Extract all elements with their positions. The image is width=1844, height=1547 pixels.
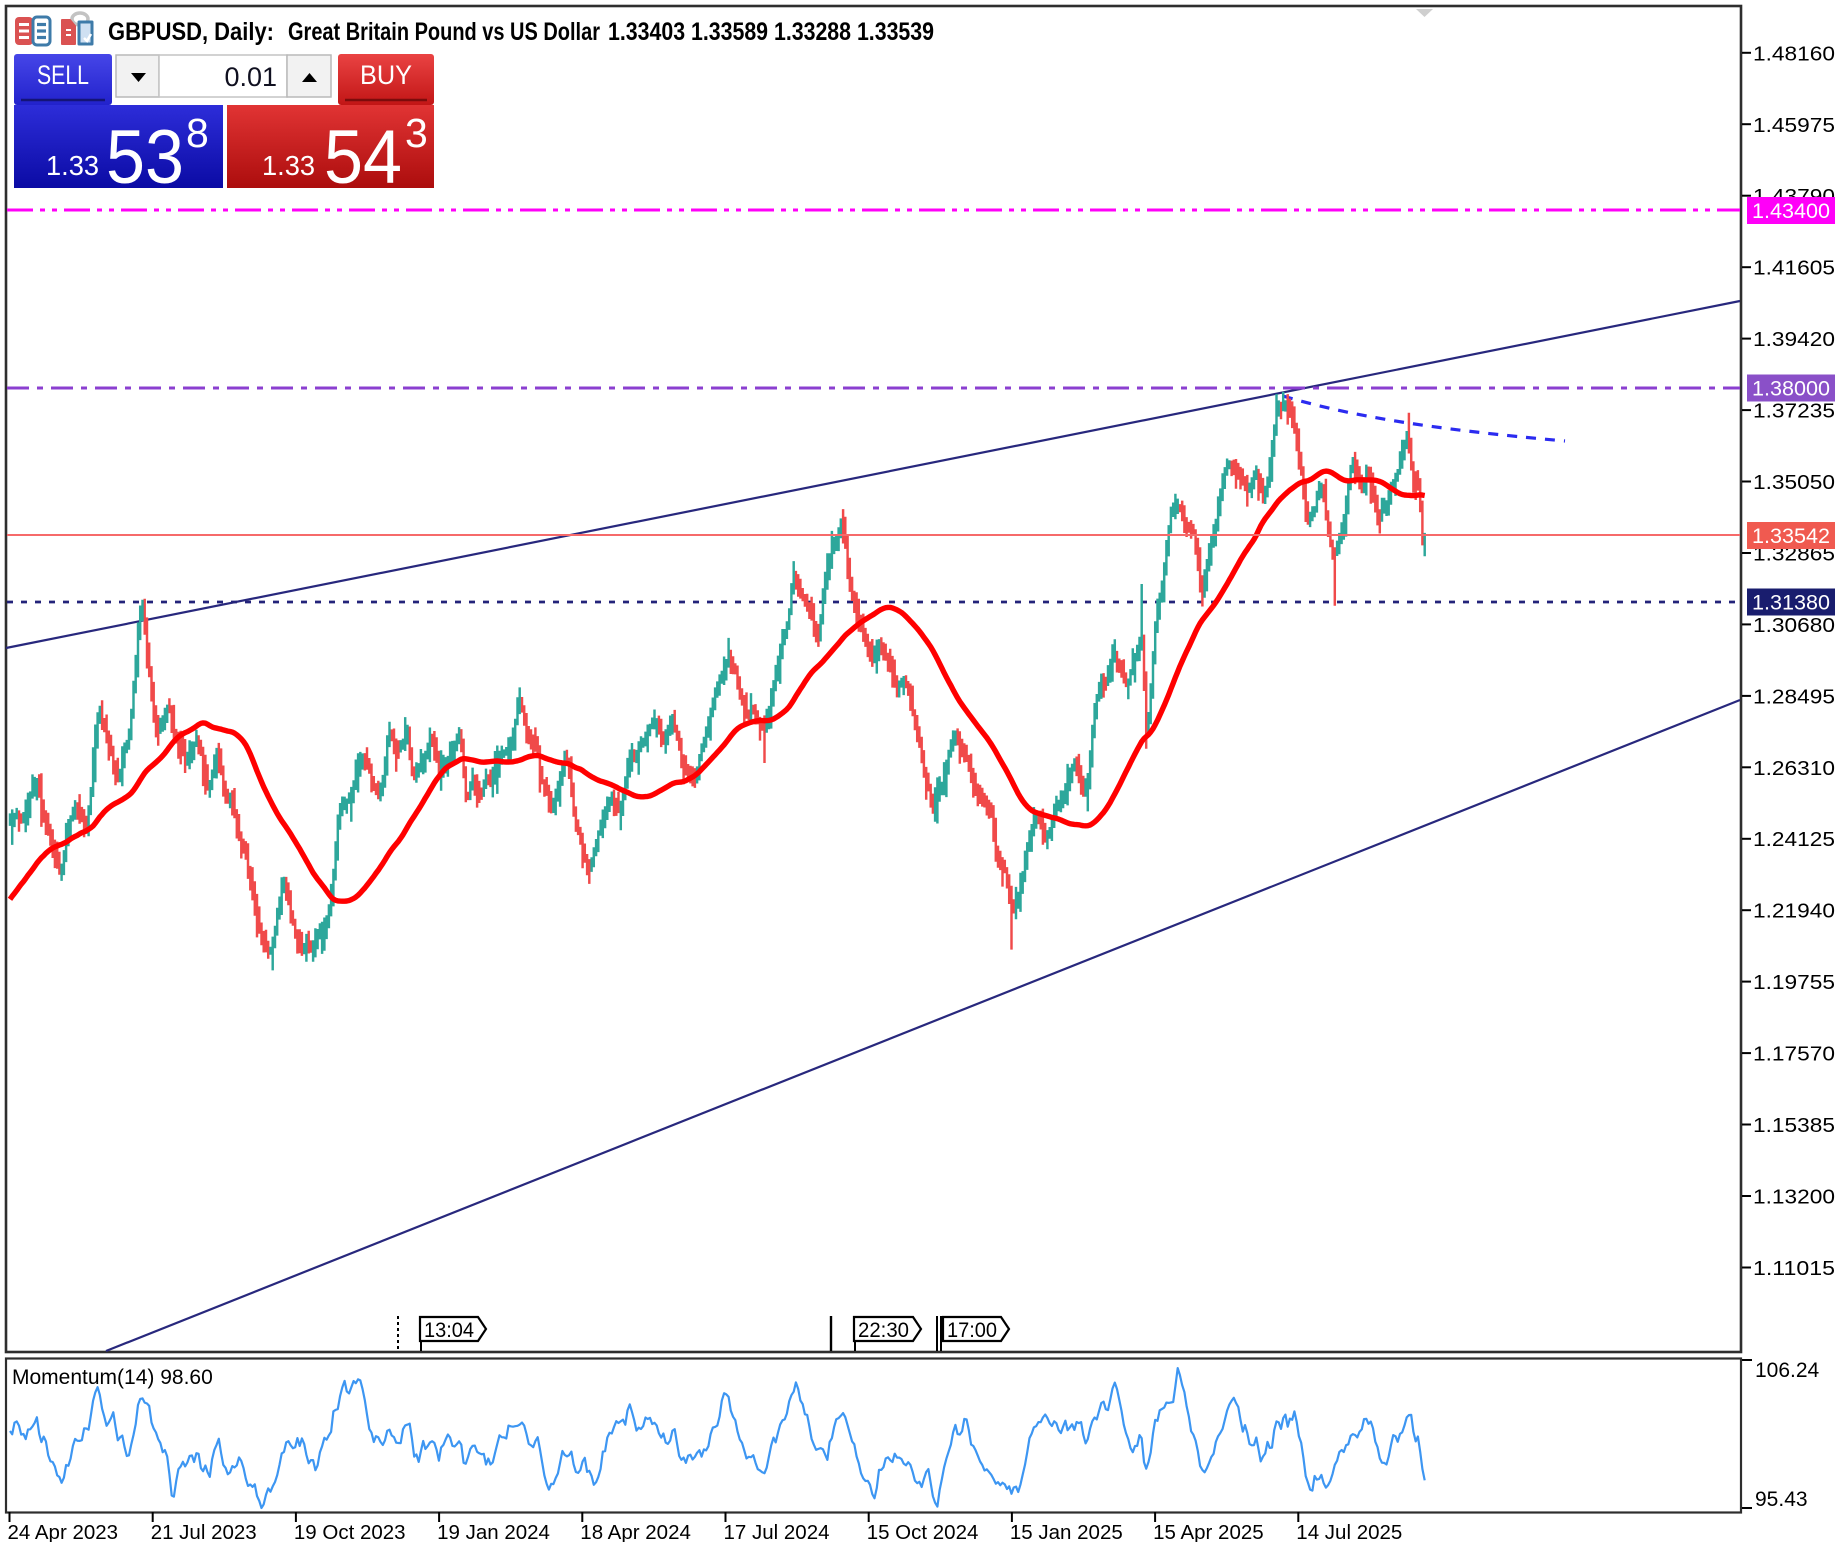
svg-text:1.11015: 1.11015 — [1753, 1257, 1835, 1280]
svg-text:BUY: BUY — [360, 60, 412, 90]
svg-text:GBPUSD, Daily:Great Britain Po: GBPUSD, Daily: Great Britain Pound vs US … — [108, 18, 934, 46]
svg-text:1.15385: 1.15385 — [1753, 1114, 1835, 1137]
svg-text:15 Apr 2025: 15 Apr 2025 — [1153, 1521, 1264, 1542]
svg-text:14 Jul 2025: 14 Jul 2025 — [1296, 1521, 1402, 1542]
svg-text:1.41605: 1.41605 — [1753, 257, 1835, 280]
svg-text:1.26310: 1.26310 — [1753, 757, 1835, 780]
svg-text:19 Oct 2023: 19 Oct 2023 — [294, 1521, 406, 1542]
svg-text:106.24: 106.24 — [1755, 1359, 1820, 1382]
svg-text:SELL: SELL — [37, 60, 89, 90]
svg-text:17 Jul 2024: 17 Jul 2024 — [724, 1521, 830, 1542]
svg-text:24 Apr 2023: 24 Apr 2023 — [8, 1521, 119, 1542]
svg-text:1.45975: 1.45975 — [1753, 114, 1835, 137]
svg-text:1.30680: 1.30680 — [1753, 614, 1835, 637]
svg-text:1.39420: 1.39420 — [1753, 328, 1835, 351]
svg-text:1.19755: 1.19755 — [1753, 971, 1835, 994]
svg-text:1.21940: 1.21940 — [1753, 900, 1835, 923]
svg-text:1.37235: 1.37235 — [1753, 400, 1835, 423]
svg-text:15 Oct 2024: 15 Oct 2024 — [867, 1521, 979, 1542]
svg-text:1.38000: 1.38000 — [1752, 378, 1830, 401]
svg-text:19 Jan 2024: 19 Jan 2024 — [437, 1521, 550, 1542]
svg-text:1.31380: 1.31380 — [1752, 592, 1830, 615]
svg-text:1.35050: 1.35050 — [1753, 471, 1835, 494]
svg-text:0.01: 0.01 — [224, 62, 277, 92]
svg-text:54: 54 — [324, 115, 402, 200]
svg-text:1.13200: 1.13200 — [1753, 1186, 1835, 1209]
svg-text:53: 53 — [106, 115, 184, 200]
svg-text:95.43: 95.43 — [1755, 1488, 1808, 1511]
svg-text:Momentum(14) 98.60: Momentum(14) 98.60 — [12, 1366, 213, 1389]
svg-text:1.24125: 1.24125 — [1753, 828, 1835, 851]
svg-text:1.48160: 1.48160 — [1753, 42, 1835, 65]
svg-text:17:00: 17:00 — [947, 1319, 997, 1342]
svg-text:1.17570: 1.17570 — [1753, 1043, 1835, 1066]
svg-text:21 Jul 2023: 21 Jul 2023 — [151, 1521, 257, 1542]
svg-text:13:04: 13:04 — [424, 1319, 474, 1342]
svg-text:22:30: 22:30 — [858, 1319, 909, 1342]
svg-text:3: 3 — [405, 110, 428, 156]
svg-text:1.28495: 1.28495 — [1753, 685, 1835, 708]
svg-text:1.33: 1.33 — [262, 150, 315, 181]
svg-text:15 Jan 2025: 15 Jan 2025 — [1010, 1521, 1123, 1542]
svg-text:8: 8 — [186, 110, 209, 156]
svg-text:18 Apr 2024: 18 Apr 2024 — [580, 1521, 691, 1542]
svg-text:1.33542: 1.33542 — [1752, 525, 1830, 548]
svg-text:1.43400: 1.43400 — [1752, 200, 1830, 223]
svg-text:1.33: 1.33 — [46, 150, 99, 181]
